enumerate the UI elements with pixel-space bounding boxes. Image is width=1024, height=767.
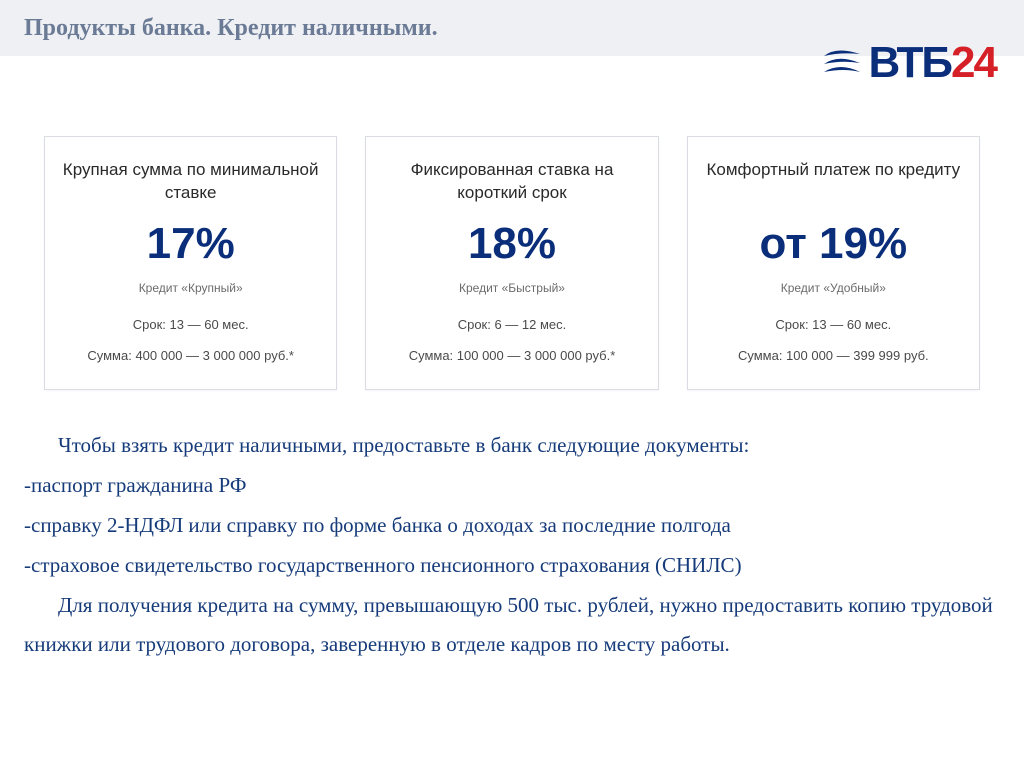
card-rate: 18% xyxy=(380,219,643,269)
intro-paragraph: Чтобы взять кредит наличными, предоставь… xyxy=(24,426,1000,466)
logo-swoosh-icon xyxy=(822,48,862,78)
logo-text: ВТБ24 xyxy=(868,38,996,88)
cards-row: Крупная сумма по минимальной ставке 17% … xyxy=(0,56,1024,390)
card-headline: Фиксированная ставка на короткий срок xyxy=(380,159,643,205)
logo-main-text: ВТБ xyxy=(868,38,951,88)
card-subtitle: Кредит «Быстрый» xyxy=(380,281,643,295)
extra-paragraph: Для получения кредита на сумму, превышаю… xyxy=(24,586,1000,666)
card-headline: Крупная сумма по минимальной ставке xyxy=(59,159,322,205)
card-rate: 17% xyxy=(59,219,322,269)
card-amount: Сумма: 400 000 — 3 000 000 руб.* xyxy=(59,348,322,363)
card-rate: от 19% xyxy=(702,219,965,269)
card-term: Срок: 6 — 12 мес. xyxy=(380,317,643,332)
product-card: Фиксированная ставка на короткий срок 18… xyxy=(365,136,658,390)
card-headline: Комфортный платеж по кредиту xyxy=(702,159,965,205)
card-term: Срок: 13 — 60 мес. xyxy=(702,317,965,332)
card-term: Срок: 13 — 60 мес. xyxy=(59,317,322,332)
bullet-item: -паспорт гражданина РФ xyxy=(24,466,1000,506)
bullet-item: -справку 2-НДФЛ или справку по форме бан… xyxy=(24,506,1000,546)
logo-accent-text: 24 xyxy=(951,38,996,88)
product-card: Комфортный платеж по кредиту от 19% Кред… xyxy=(687,136,980,390)
body-text-block: Чтобы взять кредит наличными, предоставь… xyxy=(0,390,1024,665)
card-subtitle: Кредит «Крупный» xyxy=(59,281,322,295)
logo: ВТБ24 xyxy=(822,38,996,88)
bullet-item: -страховое свидетельство государственног… xyxy=(24,546,1000,586)
page-title: Продукты банка. Кредит наличными. xyxy=(24,15,438,42)
card-subtitle: Кредит «Удобный» xyxy=(702,281,965,295)
card-amount: Сумма: 100 000 — 399 999 руб. xyxy=(702,348,965,363)
card-amount: Сумма: 100 000 — 3 000 000 руб.* xyxy=(380,348,643,363)
product-card: Крупная сумма по минимальной ставке 17% … xyxy=(44,136,337,390)
